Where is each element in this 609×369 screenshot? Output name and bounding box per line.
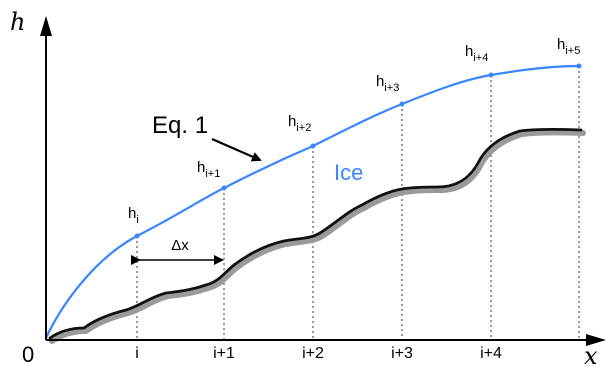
x-tick-label: i+1 bbox=[213, 345, 235, 362]
origin-label: 0 bbox=[22, 342, 34, 367]
height-label-base: h bbox=[465, 43, 473, 60]
x-tick-label: i+4 bbox=[480, 345, 502, 362]
height-label-subscript: i+4 bbox=[473, 52, 488, 64]
height-label-subscript: i+3 bbox=[384, 82, 399, 94]
x-axis-label: x bbox=[584, 342, 598, 369]
x-tick-label: i+2 bbox=[302, 345, 324, 362]
x-tick-label: i bbox=[135, 345, 139, 362]
height-label-i+5: hi+5 bbox=[557, 36, 580, 57]
height-point-i bbox=[134, 233, 140, 239]
height-label-subscript: i+2 bbox=[296, 122, 311, 134]
x-tick-label: i+3 bbox=[391, 345, 413, 362]
y-axis-arrow bbox=[40, 16, 52, 36]
height-label-i+2: hi+2 bbox=[288, 113, 311, 134]
height-label-base: h bbox=[376, 73, 384, 90]
height-points bbox=[134, 63, 582, 239]
bed-surface-shadow bbox=[49, 129, 586, 344]
delta-x-label: Δx bbox=[171, 237, 189, 254]
height-label-i+4: hi+4 bbox=[465, 43, 488, 64]
height-label-base: h bbox=[288, 113, 296, 130]
guide-lines bbox=[136, 66, 580, 340]
height-label-base: h bbox=[128, 205, 136, 222]
height-label-i+3: hi+3 bbox=[376, 73, 399, 94]
height-point-i+4 bbox=[488, 72, 494, 78]
height-label-i: hi bbox=[128, 205, 139, 226]
x-tick-labels: i i+1 i+2 i+3 i+4 bbox=[135, 345, 502, 362]
height-point-i+1 bbox=[221, 185, 227, 191]
height-point-i+3 bbox=[399, 101, 405, 107]
height-label-subscript: i+1 bbox=[205, 168, 220, 180]
y-axis-label: h bbox=[10, 8, 25, 36]
height-label-subscript: i bbox=[136, 214, 138, 226]
height-label-i+1: hi+1 bbox=[197, 159, 220, 180]
height-point-i+2 bbox=[310, 143, 316, 149]
height-point-i+5 bbox=[576, 63, 582, 69]
ice-label: Ice bbox=[334, 160, 363, 185]
height-label-base: h bbox=[197, 159, 205, 176]
x-axis-arrow bbox=[586, 334, 606, 346]
height-label-base: h bbox=[557, 36, 565, 53]
equation-pointer-arrow bbox=[211, 137, 262, 162]
bed-surface-curve bbox=[48, 127, 583, 340]
height-label-subscript: i+5 bbox=[565, 45, 580, 57]
equation-label: Eq. 1 bbox=[152, 112, 208, 139]
